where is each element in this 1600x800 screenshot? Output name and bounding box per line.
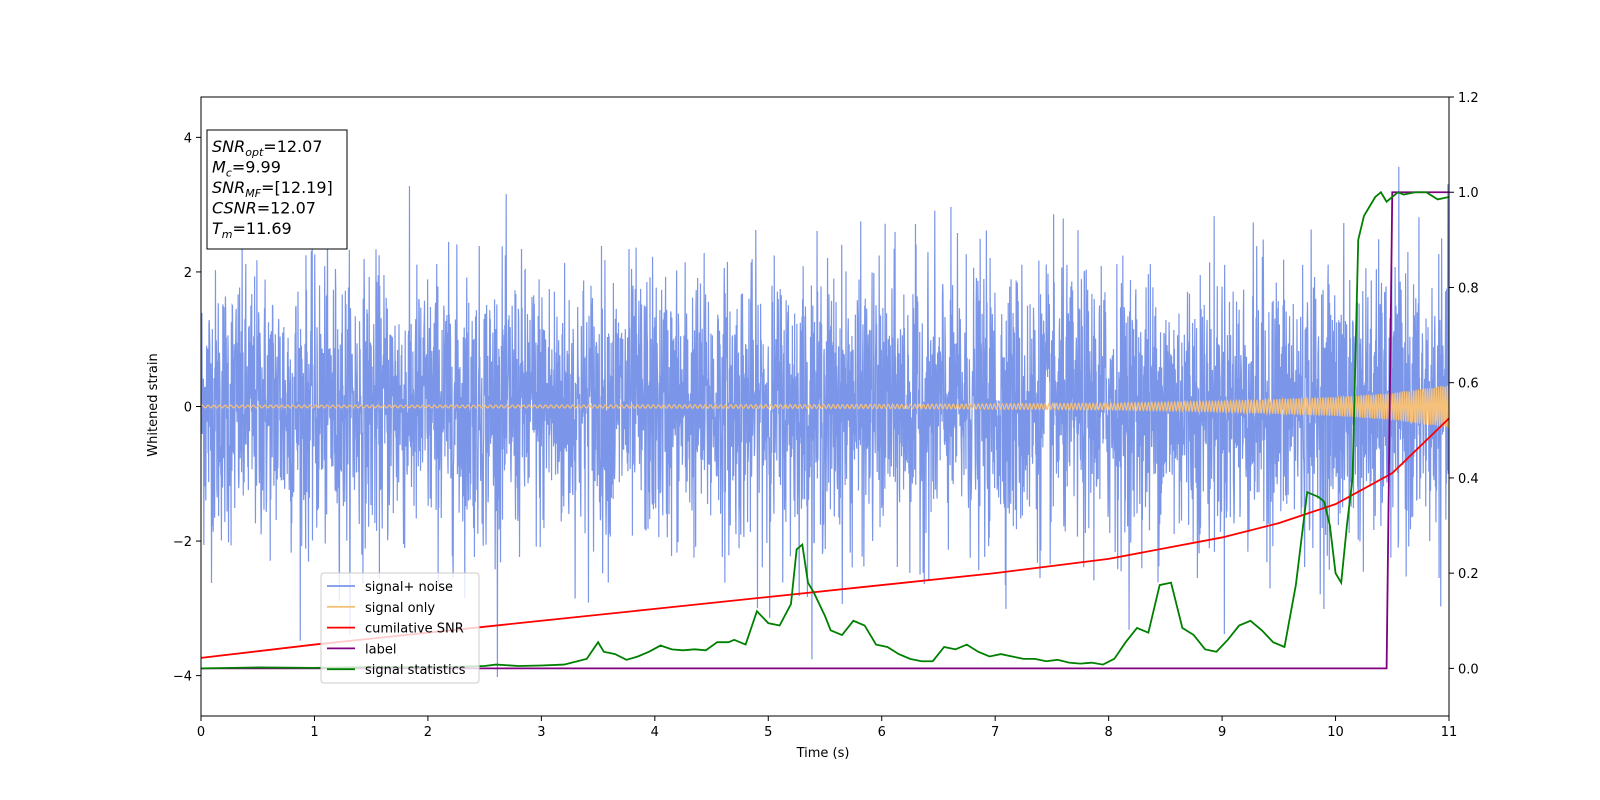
legend-entry-label: signal only: [365, 601, 435, 616]
annotation-value: =11.69: [233, 219, 292, 238]
annotation-symbol: M: [212, 158, 226, 177]
x-tick-label: 5: [764, 725, 772, 740]
y2-tick-label: 1.2: [1458, 91, 1479, 106]
annotation-symbol: T: [212, 219, 223, 238]
annotation-value: =[12.19]: [261, 178, 333, 197]
annotation-symbol: CSNR: [212, 199, 257, 218]
annotation-subscript: MF: [245, 187, 261, 200]
x-axis-label: Time (s): [796, 746, 850, 761]
annotation-subscript: m: [222, 228, 233, 241]
annotation-subscript: c: [226, 167, 232, 180]
x-tick-label: 6: [878, 725, 886, 740]
y-tick-label: 0: [184, 401, 192, 416]
x-tick-label: 8: [1104, 725, 1112, 740]
annotation-subscript: opt: [245, 146, 264, 159]
legend-entry-label: signal+ noise: [365, 580, 453, 595]
y2-tick-label: 0.2: [1458, 567, 1479, 582]
annotation-line: Tm=11.69: [212, 219, 292, 241]
y-tick-label: −2: [173, 535, 192, 550]
x-tick-label: 11: [1441, 725, 1458, 740]
x-tick-label: 7: [991, 725, 999, 740]
legend-entry-label: cumilative SNR: [365, 622, 464, 637]
annotation-symbol: SNR: [212, 178, 245, 197]
legend-entry-label: signal statistics: [365, 663, 466, 678]
annotation-value: =12.07: [257, 199, 316, 218]
annotation-value: =9.99: [232, 158, 281, 177]
series-signal-statistics: [201, 190, 1449, 670]
annotation-line: Mc=9.99: [212, 158, 281, 180]
y-axis-ticks: 4 2 0 −2 −4: [173, 131, 201, 685]
annotation-line: CSNR=12.07: [212, 199, 316, 218]
annotation-line: SNRopt=12.07: [212, 137, 323, 159]
x-tick-label: 4: [651, 725, 659, 740]
x-tick-label: 0: [197, 725, 205, 740]
annotation-value: =12.07: [263, 137, 322, 156]
stats-annotation-box: SNRopt=12.07Mc=9.99SNRMF=[12.19]CSNR=12.…: [206, 129, 348, 250]
x-axis-ticks: 0 1 2 3 4 5 6 7 8 9 10 11: [197, 716, 1457, 740]
annotation-symbol: SNR: [212, 137, 245, 156]
annotation-line: SNRMF=[12.19]: [212, 178, 333, 200]
annotation-frame: [206, 129, 348, 250]
x-tick-label: 10: [1327, 725, 1344, 740]
y-tick-label: −4: [173, 670, 192, 685]
y2-tick-label: 0.6: [1458, 377, 1479, 392]
legend-frame: [320, 572, 480, 684]
x-tick-label: 1: [310, 725, 318, 740]
legend: signal+ noise signal only cumilative SNR la…: [320, 572, 480, 684]
y-tick-label: 4: [184, 131, 192, 146]
y2-tick-label: 0.8: [1458, 281, 1479, 296]
x-tick-label: 2: [424, 725, 432, 740]
y2-axis-ticks: 1.2 1.0 0.8 0.6 0.4 0.2 0.0: [1449, 91, 1479, 677]
series-signal-only: [201, 385, 1449, 428]
y-tick-label: 2: [184, 266, 192, 281]
x-tick-label: 9: [1218, 725, 1226, 740]
legend-entry-label: label: [365, 642, 396, 657]
y2-tick-label: 1.0: [1458, 186, 1479, 201]
y2-tick-label: 0.0: [1458, 662, 1479, 677]
y-axis-label: Whitened strain: [146, 353, 161, 456]
x-tick-label: 3: [537, 725, 545, 740]
y2-tick-label: 0.4: [1458, 472, 1479, 487]
